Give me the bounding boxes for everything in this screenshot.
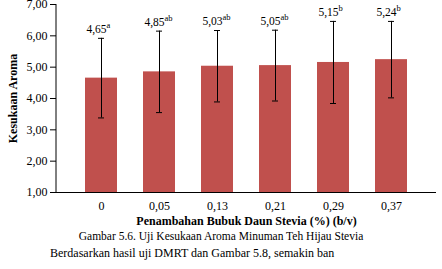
svg-text:b: b [397,3,401,13]
svg-text:Kesukaan Aroma: Kesukaan Aroma [6,54,20,143]
svg-text:a: a [107,20,111,30]
svg-text:b: b [339,3,343,13]
svg-text:5,03: 5,03 [202,15,222,28]
svg-text:ab: ab [281,12,289,22]
svg-text:4,85: 4,85 [144,16,164,29]
html-text:Berdasarkan hasil uji DMRT dan: Berdasarkan hasil uji DMRT dan Gambar 5.… [50,246,335,260]
svg-text:0: 0 [99,199,105,213]
svg-text:ab: ab [223,12,231,22]
svg-text:5,24: 5,24 [376,6,396,19]
svg-text:6,00: 6,00 [27,29,48,43]
svg-text:0,37: 0,37 [381,199,402,213]
svg-text:2,00: 2,00 [27,154,48,168]
svg-text:5,15: 5,15 [318,6,338,19]
svg-text:1,00: 1,00 [27,185,48,199]
svg-text:0,13: 0,13 [207,199,228,213]
svg-text:0,05: 0,05 [149,199,170,213]
svg-text:3,00: 3,00 [27,123,48,137]
svg-text:ab: ab [165,13,173,23]
svg-text:Penambahan Bubuk Daun Stevia (: Penambahan Bubuk Daun Stevia (%) (b/v) [136,214,356,228]
svg-text:4,65: 4,65 [86,23,106,36]
svg-text:4,00: 4,00 [27,91,48,105]
html-text:Gambar 5.6. Uji Kesukaan Aroma: Gambar 5.6. Uji Kesukaan Aroma Minuman T… [78,230,364,242]
svg-text:7,00: 7,00 [27,0,48,11]
svg-text:5,00: 5,00 [27,60,48,74]
svg-text:5,05: 5,05 [260,15,280,28]
svg-text:0,29: 0,29 [323,199,344,213]
svg-text:0,21: 0,21 [265,199,286,213]
